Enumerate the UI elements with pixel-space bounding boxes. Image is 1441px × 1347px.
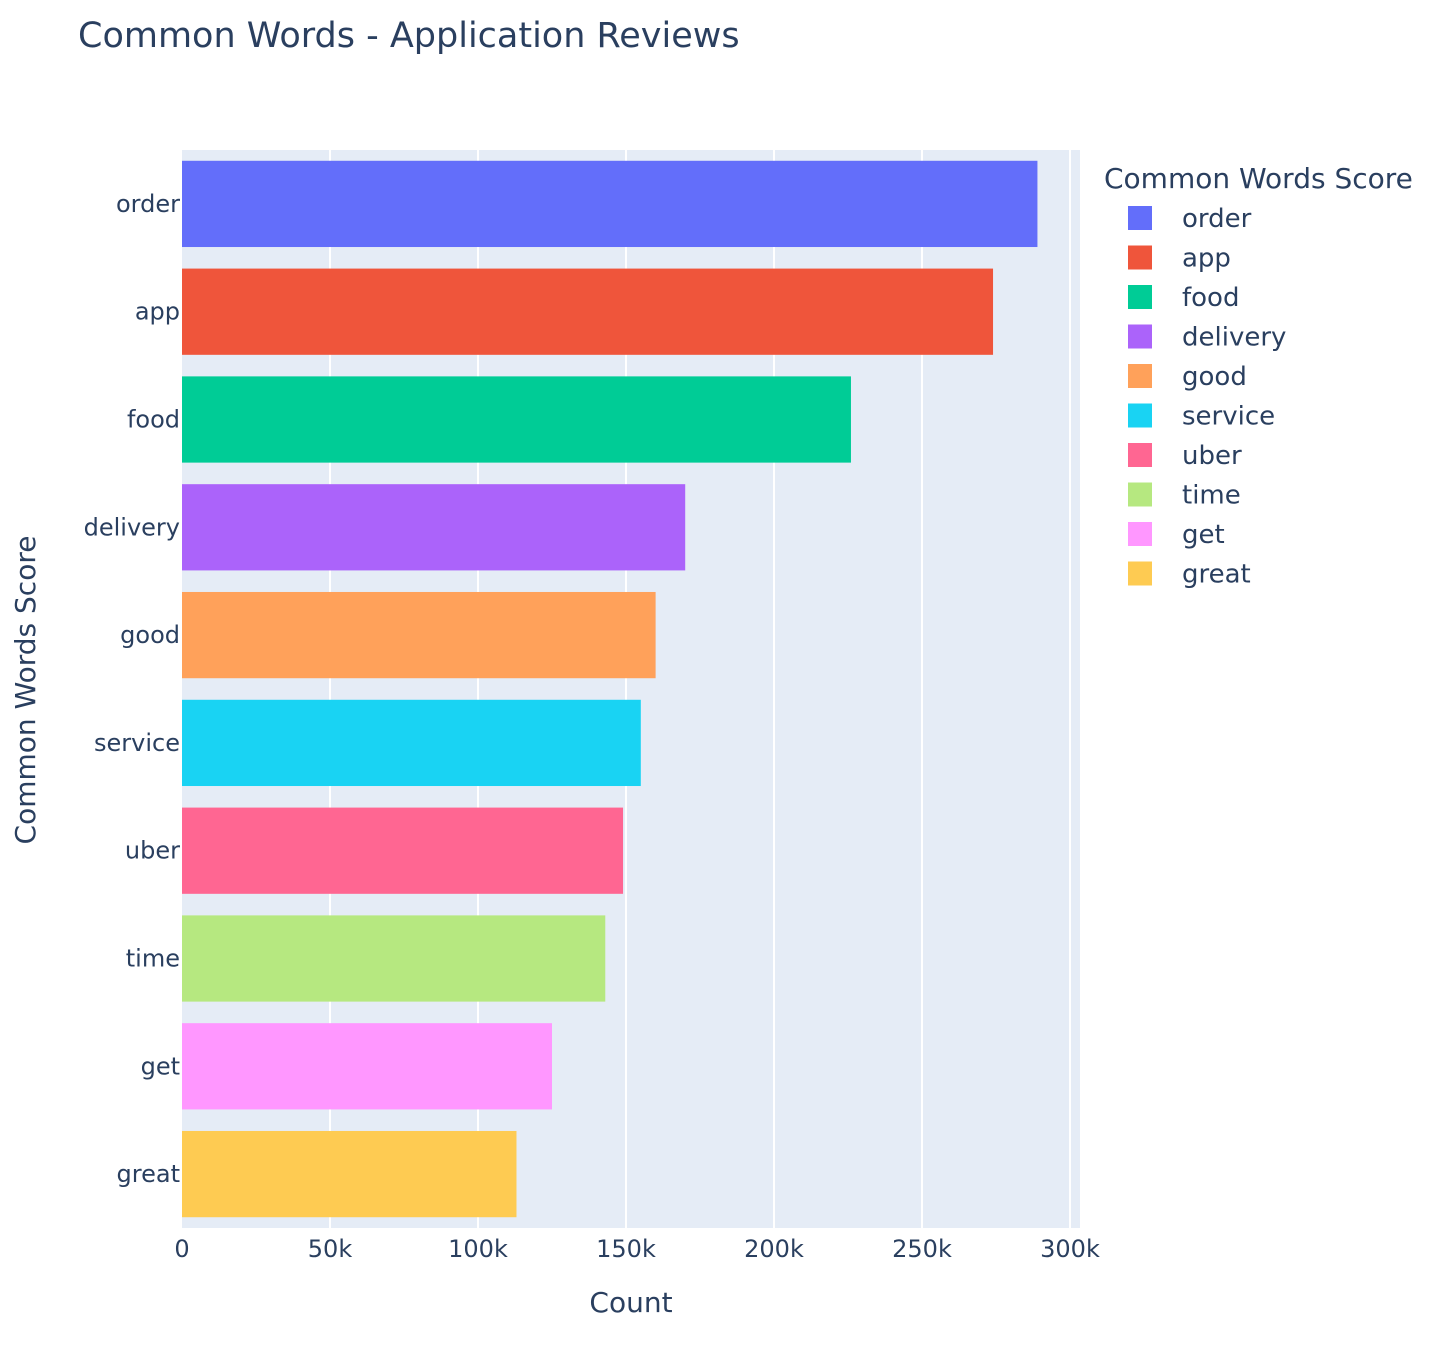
y-axis-title: Common Words Score <box>9 536 42 845</box>
x-tick-labels: 0 50k 100k 150k 200k 250k 300k <box>174 1235 1100 1263</box>
bar-app[interactable] <box>182 268 994 355</box>
bar-service[interactable] <box>182 699 641 787</box>
legend-item-order[interactable]: order <box>1128 204 1252 234</box>
y-tick-label-great: great <box>117 1160 180 1188</box>
bar-uber[interactable] <box>182 807 624 894</box>
legend-label: get <box>1182 520 1225 550</box>
legend-items[interactable]: order app food delivery good service uber time g… <box>1128 204 1286 590</box>
legend-item-food[interactable]: food <box>1128 283 1239 313</box>
legend-item-app[interactable]: app <box>1128 244 1231 274</box>
y-tick-label-get: get <box>141 1052 180 1080</box>
legend-swatch <box>1128 206 1152 230</box>
legend-swatch <box>1128 364 1152 388</box>
legend-label: food <box>1182 283 1239 313</box>
legend-item-time[interactable]: time <box>1128 481 1241 511</box>
bar-time[interactable] <box>182 915 606 1002</box>
y-tick-label-good: good <box>120 621 180 649</box>
legend-label: service <box>1182 402 1275 432</box>
legend-item-uber[interactable]: uber <box>1128 441 1242 471</box>
y-tick-label-uber: uber <box>125 837 180 865</box>
legend-label: order <box>1182 204 1252 234</box>
legend-swatch <box>1128 443 1152 467</box>
legend-item-great[interactable]: great <box>1128 560 1251 590</box>
bar-good[interactable] <box>182 591 656 679</box>
legend-swatch <box>1128 403 1152 428</box>
y-tick-label-food: food <box>127 406 180 434</box>
legend-item-get[interactable]: get <box>1128 520 1225 550</box>
y-tick-label-service: service <box>94 729 180 757</box>
bar-delivery[interactable] <box>182 484 686 571</box>
legend-label: uber <box>1182 441 1242 471</box>
x-tick-label: 250k <box>892 1235 952 1263</box>
y-tick-labels: order app food delivery good service uber time g… <box>84 190 181 1188</box>
legend-label: time <box>1182 481 1241 511</box>
legend-swatch <box>1128 245 1152 270</box>
x-tick-label: 200k <box>744 1235 804 1263</box>
y-tick-label-order: order <box>116 190 180 218</box>
legend-swatch <box>1128 285 1152 309</box>
legend-label: great <box>1182 560 1251 590</box>
y-tick-label-delivery: delivery <box>84 513 180 541</box>
legend-swatch <box>1128 561 1152 586</box>
x-tick-label: 0 <box>174 1235 189 1263</box>
legend-item-good[interactable]: good <box>1128 362 1247 392</box>
legend-swatch <box>1128 324 1152 349</box>
legend-swatch <box>1128 482 1152 507</box>
legend-label: good <box>1182 362 1247 392</box>
bar-food[interactable] <box>182 376 851 463</box>
legend-item-service[interactable]: service <box>1128 402 1275 432</box>
y-tick-label-app: app <box>135 298 180 326</box>
legend-title: Common Words Score <box>1104 162 1413 195</box>
legend[interactable]: Common Words Score order app food delivery g… <box>1104 162 1413 590</box>
legend-label: delivery <box>1182 323 1286 353</box>
bars-group[interactable] <box>182 160 1038 1218</box>
x-tick-label: 100k <box>448 1235 508 1263</box>
x-tick-label: 150k <box>596 1235 656 1263</box>
chart-title: Common Words - Application Reviews <box>78 16 740 56</box>
legend-swatch <box>1128 522 1152 546</box>
bar-order[interactable] <box>182 160 1038 248</box>
legend-item-delivery[interactable]: delivery <box>1128 323 1286 353</box>
bar-great[interactable] <box>182 1130 517 1218</box>
y-tick-label-time: time <box>126 945 180 973</box>
bar-get[interactable] <box>182 1023 552 1110</box>
x-axis-title: Count <box>589 1286 672 1319</box>
legend-label: app <box>1182 244 1231 274</box>
x-tick-label: 300k <box>1040 1235 1100 1263</box>
x-tick-label: 50k <box>308 1235 353 1263</box>
